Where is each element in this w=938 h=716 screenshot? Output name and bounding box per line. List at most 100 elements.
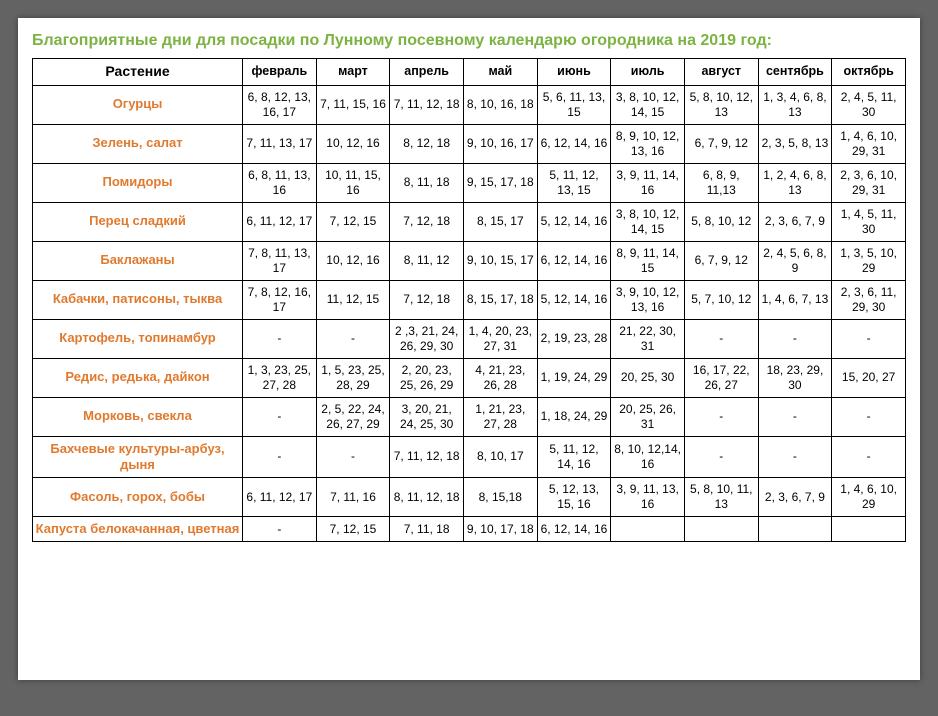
col-month: июнь: [537, 59, 611, 86]
data-cell: 7, 12, 15: [316, 517, 390, 542]
data-cell: 6, 7, 9, 12: [684, 124, 758, 163]
data-cell: -: [758, 397, 832, 436]
data-cell: 5, 8, 10, 12, 13: [684, 85, 758, 124]
data-cell: 1, 3, 4, 6, 8, 13: [758, 85, 832, 124]
data-cell: 5, 12, 13, 15, 16: [537, 478, 611, 517]
data-cell: 20, 25, 30: [611, 358, 685, 397]
data-cell: 1, 5, 23, 25, 28, 29: [316, 358, 390, 397]
data-cell: 5, 11, 12, 13, 15: [537, 163, 611, 202]
data-cell: 1, 18, 24, 29: [537, 397, 611, 436]
data-cell: 6, 8, 12, 13, 16, 17: [243, 85, 317, 124]
data-cell: 2, 3, 5, 8, 13: [758, 124, 832, 163]
data-cell: 1, 4, 5, 11, 30: [832, 202, 906, 241]
sheet: Благоприятные дни для посадки по Лунному…: [18, 18, 920, 680]
data-cell: 8, 9, 10, 12, 13, 16: [611, 124, 685, 163]
data-cell: 9, 10, 15, 17: [463, 241, 537, 280]
col-month: май: [463, 59, 537, 86]
data-cell: 2, 3, 6, 7, 9: [758, 202, 832, 241]
col-month: февраль: [243, 59, 317, 86]
data-cell: -: [758, 436, 832, 478]
data-cell: 6, 11, 12, 17: [243, 202, 317, 241]
data-cell: 10, 12, 16: [316, 241, 390, 280]
plant-name-cell: Кабачки, патисоны, тыква: [33, 280, 243, 319]
data-cell: 3, 9, 11, 13, 16: [611, 478, 685, 517]
col-plant: Растение: [33, 59, 243, 86]
plant-name-cell: Баклажаны: [33, 241, 243, 280]
data-cell: 8, 11, 12, 18: [390, 478, 464, 517]
plant-name-cell: Фасоль, горох, бобы: [33, 478, 243, 517]
data-cell: -: [684, 397, 758, 436]
data-cell: 2, 3, 6, 7, 9: [758, 478, 832, 517]
table-body: Огурцы6, 8, 12, 13, 16, 177, 11, 15, 167…: [33, 85, 906, 542]
data-cell: 7, 11, 12, 18: [390, 85, 464, 124]
data-cell: 8, 11, 18: [390, 163, 464, 202]
data-cell: 2, 3, 6, 11, 29, 30: [832, 280, 906, 319]
data-cell: 1, 19, 24, 29: [537, 358, 611, 397]
table-row: Редис, редька, дайкон1, 3, 23, 25, 27, 2…: [33, 358, 906, 397]
data-cell: 2 ,3, 21, 24, 26, 29, 30: [390, 319, 464, 358]
plant-name-cell: Капуста белокачанная, цветная: [33, 517, 243, 542]
data-cell: 8, 9, 11, 14, 15: [611, 241, 685, 280]
data-cell: -: [316, 436, 390, 478]
data-cell: 6, 7, 9, 12: [684, 241, 758, 280]
data-cell: 16, 17, 22, 26, 27: [684, 358, 758, 397]
col-month: июль: [611, 59, 685, 86]
data-cell: 3, 20, 21, 24, 25, 30: [390, 397, 464, 436]
col-month: октябрь: [832, 59, 906, 86]
plant-name-cell: Огурцы: [33, 85, 243, 124]
data-cell: 1, 4, 20, 23, 27, 31: [463, 319, 537, 358]
data-cell: 5, 7, 10, 12: [684, 280, 758, 319]
data-cell: 7, 12, 15: [316, 202, 390, 241]
data-cell: -: [316, 319, 390, 358]
data-cell: 9, 10, 16, 17: [463, 124, 537, 163]
col-month: август: [684, 59, 758, 86]
data-cell: 2, 19, 23, 28: [537, 319, 611, 358]
data-cell: 8, 15,18: [463, 478, 537, 517]
data-cell: [611, 517, 685, 542]
data-cell: 6, 8, 9, 11,13: [684, 163, 758, 202]
data-cell: 18, 23, 29, 30: [758, 358, 832, 397]
table-header: Растениефевральмартапрельмайиюньиюльавгу…: [33, 59, 906, 86]
data-cell: 15, 20, 27: [832, 358, 906, 397]
data-cell: 5, 11, 12, 14, 16: [537, 436, 611, 478]
table-row: Перец сладкий6, 11, 12, 177, 12, 157, 12…: [33, 202, 906, 241]
data-cell: -: [758, 319, 832, 358]
data-cell: -: [243, 319, 317, 358]
table-row: Бахчевые культуры-арбуз, дыня--7, 11, 12…: [33, 436, 906, 478]
planting-table: Растениефевральмартапрельмайиюньиюльавгу…: [32, 58, 906, 542]
plant-name-cell: Картофель, топинамбур: [33, 319, 243, 358]
data-cell: 8, 10, 17: [463, 436, 537, 478]
data-cell: 3, 8, 10, 12, 14, 15: [611, 202, 685, 241]
data-cell: 8, 10, 12,14, 16: [611, 436, 685, 478]
data-cell: 7, 12, 18: [390, 202, 464, 241]
data-cell: -: [243, 517, 317, 542]
data-cell: 10, 11, 15, 16: [316, 163, 390, 202]
col-month: апрель: [390, 59, 464, 86]
data-cell: -: [832, 436, 906, 478]
plant-name-cell: Редис, редька, дайкон: [33, 358, 243, 397]
plant-name-cell: Помидоры: [33, 163, 243, 202]
table-row: Помидоры6, 8, 11, 13, 1610, 11, 15, 168,…: [33, 163, 906, 202]
table-row: Капуста белокачанная, цветная-7, 12, 157…: [33, 517, 906, 542]
data-cell: 1, 21, 23, 27, 28: [463, 397, 537, 436]
data-cell: 8, 15, 17: [463, 202, 537, 241]
data-cell: 11, 12, 15: [316, 280, 390, 319]
data-cell: [684, 517, 758, 542]
data-cell: 2, 20, 23, 25, 26, 29: [390, 358, 464, 397]
data-cell: 6, 12, 14, 16: [537, 517, 611, 542]
table-row: Морковь, свекла-2, 5, 22, 24, 26, 27, 29…: [33, 397, 906, 436]
data-cell: -: [832, 319, 906, 358]
data-cell: 1, 3, 23, 25, 27, 28: [243, 358, 317, 397]
data-cell: 1, 3, 5, 10, 29: [832, 241, 906, 280]
data-cell: 10, 12, 16: [316, 124, 390, 163]
plant-name-cell: Зелень, салат: [33, 124, 243, 163]
data-cell: -: [684, 319, 758, 358]
data-cell: 7, 11, 13, 17: [243, 124, 317, 163]
table-row: Кабачки, патисоны, тыква7, 8, 12, 16, 17…: [33, 280, 906, 319]
plant-name-cell: Морковь, свекла: [33, 397, 243, 436]
data-cell: 8, 15, 17, 18: [463, 280, 537, 319]
data-cell: 3, 9, 10, 12, 13, 16: [611, 280, 685, 319]
data-cell: 2, 4, 5, 11, 30: [832, 85, 906, 124]
data-cell: 20, 25, 26, 31: [611, 397, 685, 436]
data-cell: 8, 11, 12: [390, 241, 464, 280]
